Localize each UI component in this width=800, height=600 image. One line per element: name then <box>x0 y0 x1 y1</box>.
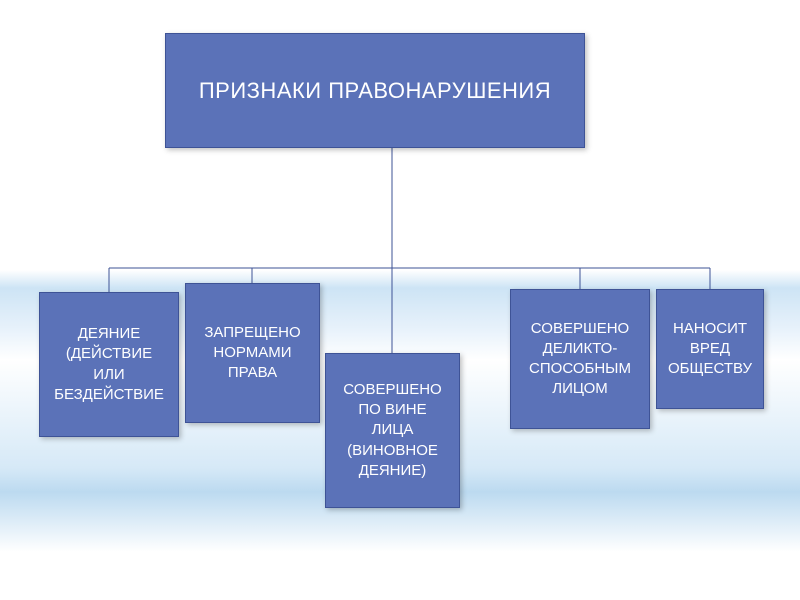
child-node-c5: НАНОСИТ ВРЕД ОБЩЕСТВУ <box>656 289 764 409</box>
child-label: СОВЕРШЕНО ДЕЛИКТО- СПОСОБНЫМ ЛИЦОМ <box>529 319 631 400</box>
child-label: ДЕЯНИЕ (ДЕЙСТВИЕ ИЛИ БЕЗДЕЙСТВИЕ <box>54 324 164 405</box>
child-label: ЗАПРЕЩЕНО НОРМАМИ ПРАВА <box>204 323 300 384</box>
child-node-c1: ДЕЯНИЕ (ДЕЙСТВИЕ ИЛИ БЕЗДЕЙСТВИЕ <box>39 292 179 437</box>
root-node: ПРИЗНАКИ ПРАВОНАРУШЕНИЯ <box>165 33 585 148</box>
child-node-c4: СОВЕРШЕНО ДЕЛИКТО- СПОСОБНЫМ ЛИЦОМ <box>510 289 650 429</box>
child-label: СОВЕРШЕНО ПО ВИНЕ ЛИЦА (ВИНОВНОЕ ДЕЯНИЕ) <box>343 380 441 481</box>
child-node-c3: СОВЕРШЕНО ПО ВИНЕ ЛИЦА (ВИНОВНОЕ ДЕЯНИЕ) <box>325 353 460 508</box>
root-label: ПРИЗНАКИ ПРАВОНАРУШЕНИЯ <box>199 78 551 104</box>
child-label: НАНОСИТ ВРЕД ОБЩЕСТВУ <box>668 319 752 380</box>
child-node-c2: ЗАПРЕЩЕНО НОРМАМИ ПРАВА <box>185 283 320 423</box>
